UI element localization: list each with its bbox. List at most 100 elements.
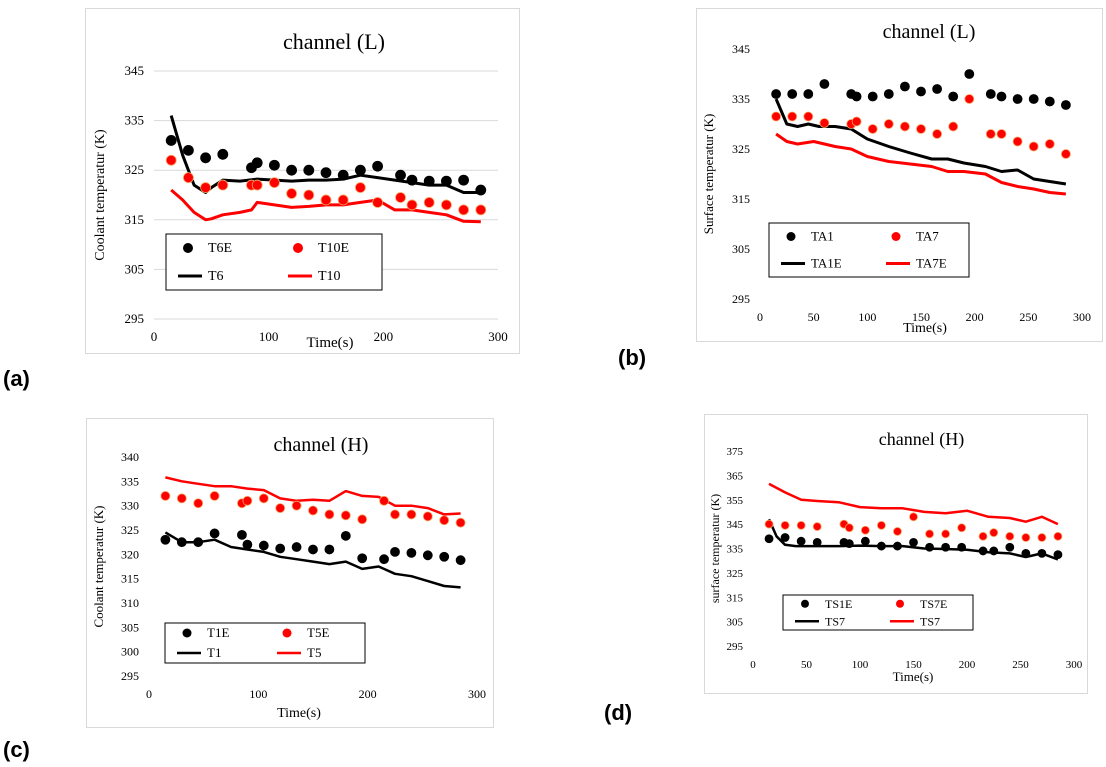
- data-point-T10E: [354, 182, 366, 193]
- legend: TS1E TS7E TS7 TS7: [782, 594, 974, 631]
- data-point-TA7: [787, 111, 798, 122]
- legend-label-TA1: TA1: [811, 229, 834, 244]
- data-point-T10E: [337, 194, 349, 206]
- data-point-T1E: [422, 550, 433, 561]
- data-point-T5E: [379, 495, 389, 506]
- legend: T1E T5E T1 T5: [164, 622, 366, 664]
- data-point-TS7E: [764, 519, 774, 529]
- chart-title: channel (L): [283, 29, 385, 54]
- y-tick-label: 335: [121, 474, 139, 488]
- chart-title: channel (H): [274, 434, 369, 456]
- data-point-T6E: [251, 157, 263, 169]
- x-tick-label: 50: [801, 659, 813, 671]
- data-point-T1E: [193, 537, 204, 548]
- data-point-T1E: [308, 544, 318, 555]
- data-point-TS1E: [796, 536, 806, 546]
- data-point-T5E: [176, 493, 187, 504]
- data-point-T10E: [320, 194, 332, 206]
- data-point-TS7E: [1037, 533, 1047, 542]
- x-tick-label: 200: [374, 329, 394, 344]
- data-point-TS1E: [1053, 550, 1063, 559]
- data-point-T1E: [340, 530, 351, 541]
- data-point-TS7E: [860, 525, 870, 535]
- x-tick-label: 100: [852, 659, 869, 671]
- data-point-T5E: [258, 493, 269, 504]
- legend-label-T6: T6: [208, 269, 224, 284]
- y-tick-label: 335: [125, 113, 145, 128]
- data-point-T10E: [183, 172, 194, 184]
- data-point-TA1: [1044, 96, 1055, 107]
- data-point-TS7E: [893, 527, 902, 536]
- y-tick-label: 325: [125, 162, 145, 177]
- legend-box: [782, 594, 974, 631]
- data-point-T1E: [324, 544, 335, 555]
- data-point-TS1E: [893, 541, 902, 551]
- legend-label-TA1E: TA1E: [811, 256, 842, 271]
- legend: TA1 TA7 TA1E TA7E: [768, 222, 970, 278]
- data-point-TA1: [916, 86, 926, 97]
- data-point-TA1: [883, 89, 894, 99]
- data-point-TS1E: [1005, 542, 1015, 552]
- data-point-T6E: [303, 164, 315, 176]
- y-axis-label: Coolant temperatur (K): [93, 129, 108, 261]
- data-point-T6E: [395, 169, 406, 181]
- x-tick-label: 0: [757, 310, 763, 324]
- panel-label-d: (d): [604, 700, 633, 725]
- data-point-T6E: [165, 135, 177, 146]
- x-tick-label: 0: [750, 659, 756, 671]
- legend-label-TA7E: TA7E: [916, 256, 947, 271]
- data-point-TA7: [803, 111, 814, 122]
- legend-marker-TS1E: [801, 599, 809, 608]
- data-point-T1E: [242, 539, 253, 550]
- data-point-T1E: [160, 534, 171, 545]
- data-point-T10E: [303, 189, 315, 201]
- data-point-TA1: [1012, 94, 1023, 104]
- data-point-T1E: [275, 543, 286, 554]
- data-point-T5E: [242, 495, 253, 506]
- x-tick-label: 50: [808, 310, 820, 324]
- data-point-TA7: [996, 129, 1007, 139]
- legend-box: [165, 233, 383, 291]
- data-point-TS7E: [796, 520, 806, 530]
- panel-label-a: (a): [3, 366, 30, 391]
- legend-marker-T1E: [182, 628, 192, 638]
- y-tick-label: 375: [727, 446, 744, 458]
- panel-label-b: (b): [618, 345, 647, 370]
- data-point-T10E: [458, 204, 470, 216]
- legend-label-TS7: TS7: [825, 614, 845, 628]
- data-point-TA1: [771, 89, 781, 99]
- data-point-T10E: [217, 179, 229, 191]
- y-tick-label: 335: [727, 544, 744, 556]
- data-point-T5E: [275, 503, 286, 513]
- data-point-TS7E: [989, 528, 999, 538]
- data-point-T1E: [258, 540, 269, 551]
- y-tick-label: 295: [727, 641, 744, 653]
- x-axis-label: Time(s): [893, 669, 934, 684]
- x-tick-label: 100: [249, 687, 267, 701]
- data-point-TA1: [964, 69, 975, 79]
- data-point-T1E: [357, 553, 368, 564]
- series-line-T5: [165, 476, 461, 516]
- y-tick-label: 295: [121, 669, 139, 683]
- y-tick-label: 305: [732, 242, 750, 256]
- data-point-TS1E: [1037, 548, 1047, 558]
- data-point-TA1: [851, 91, 862, 102]
- data-point-TA1: [867, 91, 878, 102]
- data-point-TA1: [899, 81, 910, 92]
- panel-label-c: (c): [3, 737, 30, 762]
- series-line-TA7E: [775, 132, 1067, 196]
- data-point-TA1: [1060, 100, 1071, 110]
- legend-marker-T5E: [282, 628, 292, 638]
- data-point-TS7E: [1005, 531, 1015, 541]
- data-point-TS1E: [941, 542, 951, 552]
- data-point-T1E: [237, 529, 247, 540]
- x-tick-label: 150: [905, 659, 922, 671]
- legend-label-T6E: T6E: [208, 241, 232, 256]
- y-tick-label: 345: [732, 42, 750, 56]
- y-tick-label: 345: [727, 519, 744, 531]
- data-point-TA7: [883, 119, 894, 129]
- data-point-T10E: [475, 204, 487, 216]
- y-tick-label: 335: [732, 92, 750, 106]
- legend-marker-T6E: [183, 243, 193, 253]
- data-point-TS1E: [957, 542, 967, 552]
